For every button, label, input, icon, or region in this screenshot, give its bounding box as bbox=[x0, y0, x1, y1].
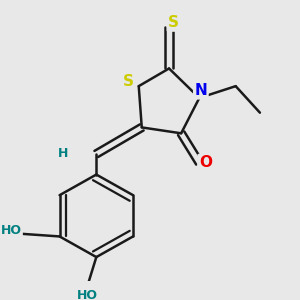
Text: HO: HO bbox=[1, 224, 22, 237]
Text: H: H bbox=[58, 147, 68, 161]
Text: HO: HO bbox=[77, 289, 98, 300]
Text: N: N bbox=[194, 83, 207, 98]
Text: S: S bbox=[123, 74, 134, 89]
Text: S: S bbox=[168, 15, 179, 30]
Text: O: O bbox=[199, 155, 212, 170]
